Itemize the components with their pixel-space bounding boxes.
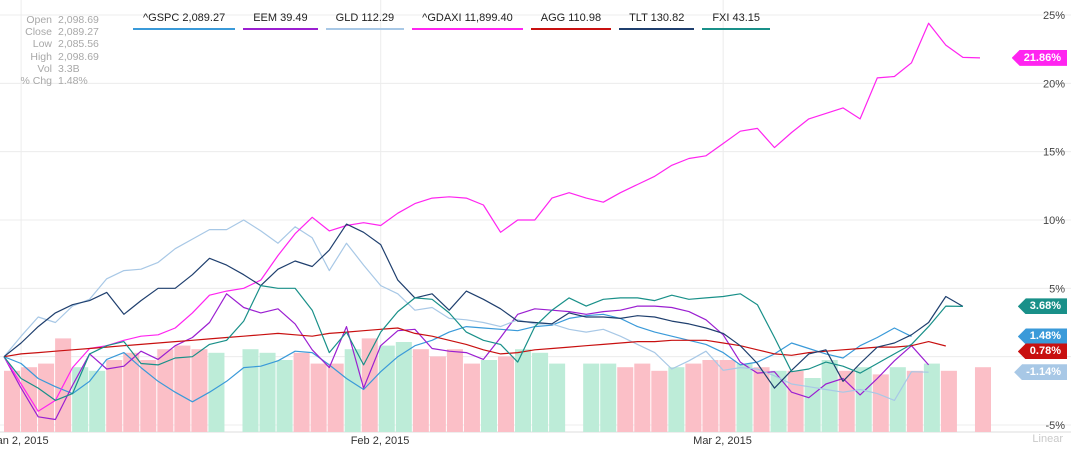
volume-bar [259, 352, 276, 432]
ohlc-value-low: 2,085.56 [58, 38, 99, 51]
ohlc-panel: Open 2,098.69 Close 2,089.27 Low 2,085.56 H… [8, 14, 99, 88]
series-line-gld [3, 219, 929, 401]
volume-bar [940, 370, 957, 432]
y-tick-labels: -5% 5% 10% 15% 20% 25% [1043, 10, 1065, 432]
volume-bar [702, 360, 719, 432]
series-line-agg [3, 327, 946, 358]
y-tick-label: 5% [1049, 283, 1065, 295]
x-tick-label: Jan 2, 2015 [0, 435, 49, 447]
series-line-gspc [3, 313, 912, 403]
volume-bar [208, 352, 225, 432]
ohlc-label-low: Low [32, 38, 52, 51]
y-tick-label: -5% [1045, 420, 1065, 432]
legend-item-gld[interactable]: GLD 112.29 [325, 10, 405, 30]
ohlc-label-high: High [30, 50, 52, 63]
volume-bar [668, 367, 685, 432]
volume-bar [923, 363, 940, 432]
volume-bar [600, 363, 617, 432]
volume-bar [89, 370, 106, 432]
volume-bar [872, 374, 889, 432]
series-line-fxi [3, 285, 963, 401]
value-tag-gdaxi: 21.86% [1011, 49, 1067, 66]
series-line-gdaxi [3, 22, 981, 412]
volume-bar [327, 363, 344, 432]
ohlc-label-vol: Vol [37, 62, 52, 75]
volume-bar [515, 349, 532, 432]
volume-bar [855, 367, 872, 432]
volume-bar [344, 349, 361, 432]
scale-mode-label[interactable]: Linear [1032, 433, 1063, 445]
y-tick-label: 20% [1043, 78, 1065, 90]
legend: ^GSPC 2,089.27 EEM 39.49 GLD 112.29 ^GDA… [133, 10, 778, 30]
ohlc-value-open: 2,098.69 [58, 14, 99, 26]
value-tag-fxi: 3.68% [1017, 298, 1067, 315]
volume-bar [889, 367, 906, 432]
y-tick-label: 10% [1043, 215, 1065, 227]
value-tag-gld: -1.14% [1014, 364, 1067, 381]
volume-bar [685, 363, 702, 432]
volume-bar [310, 363, 327, 432]
ohlc-label-pct: % Chg [20, 75, 52, 88]
volume-bars [4, 338, 991, 432]
volume-bar [634, 363, 651, 432]
value-tag-agg: 0.78% [1017, 343, 1067, 360]
volume-bar [770, 370, 787, 432]
volume-bar [974, 367, 991, 432]
volume-bar [736, 363, 753, 432]
volume-bar [617, 367, 634, 432]
series-line-tlt [3, 223, 964, 389]
volume-bar [838, 370, 855, 432]
y-tick-label: 15% [1043, 147, 1065, 159]
legend-item-fxi[interactable]: FXI 43.15 [702, 10, 771, 30]
legend-item-tlt[interactable]: TLT 130.82 [619, 10, 695, 30]
legend-item-agg[interactable]: AGG 110.98 [530, 10, 612, 30]
y-tick-label: 25% [1043, 10, 1065, 22]
volume-bar [719, 360, 736, 432]
x-tick-label: Feb 2, 2015 [351, 435, 410, 447]
volume-bar [753, 367, 770, 432]
volume-bar [293, 352, 310, 432]
series-lines [3, 22, 981, 421]
volume-bar [4, 370, 21, 432]
volume-bar [174, 345, 191, 432]
volume-bar [276, 360, 293, 432]
legend-item-gspc[interactable]: ^GSPC 2,089.27 [133, 10, 236, 30]
volume-bar [123, 352, 140, 432]
volume-bar [821, 360, 838, 432]
volume-bar [106, 360, 123, 432]
volume-bar [21, 367, 38, 432]
volume-bar [412, 349, 429, 432]
ohlc-value-pct: 1.48% [58, 75, 88, 88]
ohlc-value-high: 2,098.69 [58, 50, 99, 63]
volume-bar [480, 360, 497, 432]
volume-bar [140, 360, 157, 432]
series-line-eem [3, 293, 930, 421]
volume-bar [463, 363, 480, 432]
volume-bar [429, 356, 446, 432]
volume-bar [532, 352, 549, 432]
legend-item-eem[interactable]: EEM 39.49 [243, 10, 318, 30]
ohlc-label-close: Close [25, 26, 52, 39]
volume-bar [787, 370, 804, 432]
ohlc-label-open: Open [26, 14, 52, 26]
volume-bar [191, 349, 208, 432]
volume-bar [395, 342, 412, 432]
volume-bar [583, 363, 600, 432]
volume-bar [446, 349, 463, 432]
volume-bar [72, 367, 89, 432]
volume-bar [498, 356, 515, 432]
value-tag-gspc: 1.48% [1017, 328, 1067, 345]
volume-bar [157, 349, 174, 432]
volume-bar [549, 363, 566, 432]
volume-bar [242, 349, 259, 432]
legend-item-gdaxi[interactable]: ^GDAXI 11,899.40 [412, 10, 523, 30]
ohlc-value-close: 2,089.27 [58, 26, 99, 39]
x-tick-labels: Jan 2, 2015 Feb 2, 2015 Mar 2, 2015 [0, 435, 752, 447]
volume-bar [378, 345, 395, 432]
ohlc-value-vol: 3.3B [58, 62, 80, 75]
x-tick-label: Mar 2, 2015 [693, 435, 752, 447]
volume-bar [651, 370, 668, 432]
volume-bar [906, 370, 923, 432]
